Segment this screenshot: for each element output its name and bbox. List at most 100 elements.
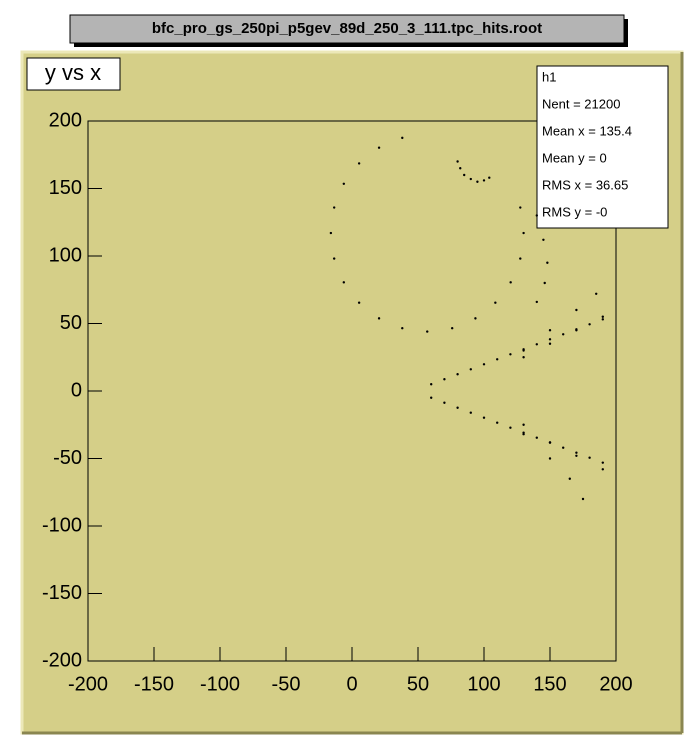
y-tick-label: 0 <box>71 379 82 401</box>
stats-entry: Nent = 21200 <box>542 96 620 111</box>
point <box>522 423 525 426</box>
y-tick-label: -50 <box>53 447 82 469</box>
point <box>488 176 491 179</box>
point <box>581 497 585 501</box>
y-tick-label: 50 <box>60 312 82 334</box>
point <box>601 461 604 464</box>
y-tick-label: -100 <box>42 514 82 536</box>
point <box>548 338 552 341</box>
point <box>456 406 459 409</box>
subtitle-box <box>26 57 121 91</box>
chart-title: bfc_pro_gs_250pi_p5gev_89d_250_3_111.tpc… <box>152 20 542 37</box>
point <box>443 378 446 381</box>
point <box>522 349 525 352</box>
y-tick-label: -150 <box>42 582 82 604</box>
point <box>377 317 381 320</box>
stats-box <box>536 65 669 229</box>
stats-title: h1 <box>542 69 556 84</box>
point <box>509 426 512 429</box>
point <box>357 162 361 165</box>
point <box>562 333 565 336</box>
point <box>430 383 433 386</box>
title-box <box>69 14 625 44</box>
y-tick-label: -200 <box>42 649 82 671</box>
plot-frame <box>87 120 617 662</box>
point <box>342 281 346 284</box>
point <box>494 301 497 304</box>
point <box>575 451 578 454</box>
y-tick-label: 100 <box>49 244 82 266</box>
point <box>535 436 538 439</box>
point <box>588 456 591 459</box>
point <box>509 281 512 284</box>
point <box>601 468 604 471</box>
point <box>595 292 598 295</box>
point <box>601 315 604 318</box>
point <box>548 342 552 345</box>
point <box>522 356 525 359</box>
point <box>543 281 546 285</box>
point <box>401 136 404 140</box>
x-tick-label: -50 <box>272 673 301 695</box>
point <box>357 301 361 304</box>
point <box>548 441 552 444</box>
x-tick-label: 200 <box>599 673 632 695</box>
stats-entry: Mean y = 0 <box>542 150 607 165</box>
point <box>562 446 565 449</box>
point <box>522 231 525 235</box>
point <box>575 329 578 332</box>
point <box>426 330 429 333</box>
point <box>463 173 466 177</box>
point <box>450 327 454 330</box>
point <box>474 317 477 320</box>
point <box>546 261 549 264</box>
stats-entry: RMS x = 36.65 <box>542 177 628 192</box>
point <box>329 231 333 235</box>
point <box>469 411 472 414</box>
point <box>601 318 604 321</box>
x-tick-label: 0 <box>346 673 357 695</box>
point <box>496 358 499 361</box>
point <box>482 179 486 182</box>
y-tick-label: 200 <box>49 109 82 131</box>
y-tick-label: 150 <box>49 177 82 199</box>
x-tick-label: -200 <box>68 673 108 695</box>
point <box>542 238 545 241</box>
point <box>332 257 336 260</box>
point <box>548 457 552 460</box>
point <box>496 421 499 424</box>
point <box>548 329 552 332</box>
point <box>575 454 578 457</box>
point <box>456 160 459 163</box>
x-tick-label: 100 <box>467 673 500 695</box>
point <box>342 182 346 185</box>
point <box>519 206 522 209</box>
point <box>469 177 472 181</box>
point <box>443 401 446 404</box>
point <box>575 308 578 312</box>
point <box>519 257 522 260</box>
x-tick-label: -100 <box>200 673 240 695</box>
x-tick-label: 150 <box>533 673 566 695</box>
point <box>522 433 525 436</box>
x-tick-label: 50 <box>407 673 429 695</box>
point <box>535 214 538 217</box>
point <box>332 206 336 209</box>
point <box>535 343 538 346</box>
point <box>459 167 462 170</box>
point <box>401 327 404 330</box>
point <box>377 146 381 149</box>
point <box>430 396 433 399</box>
point <box>456 373 459 376</box>
point <box>482 416 486 419</box>
point <box>469 368 472 371</box>
stats-entry: RMS y = -0 <box>542 204 607 219</box>
x-tick-label: -150 <box>134 673 174 695</box>
point <box>482 363 486 366</box>
point <box>568 477 571 480</box>
point <box>509 353 512 356</box>
point <box>588 323 591 326</box>
stats-entry: Mean x = 135.4 <box>542 123 632 138</box>
point <box>535 300 538 304</box>
